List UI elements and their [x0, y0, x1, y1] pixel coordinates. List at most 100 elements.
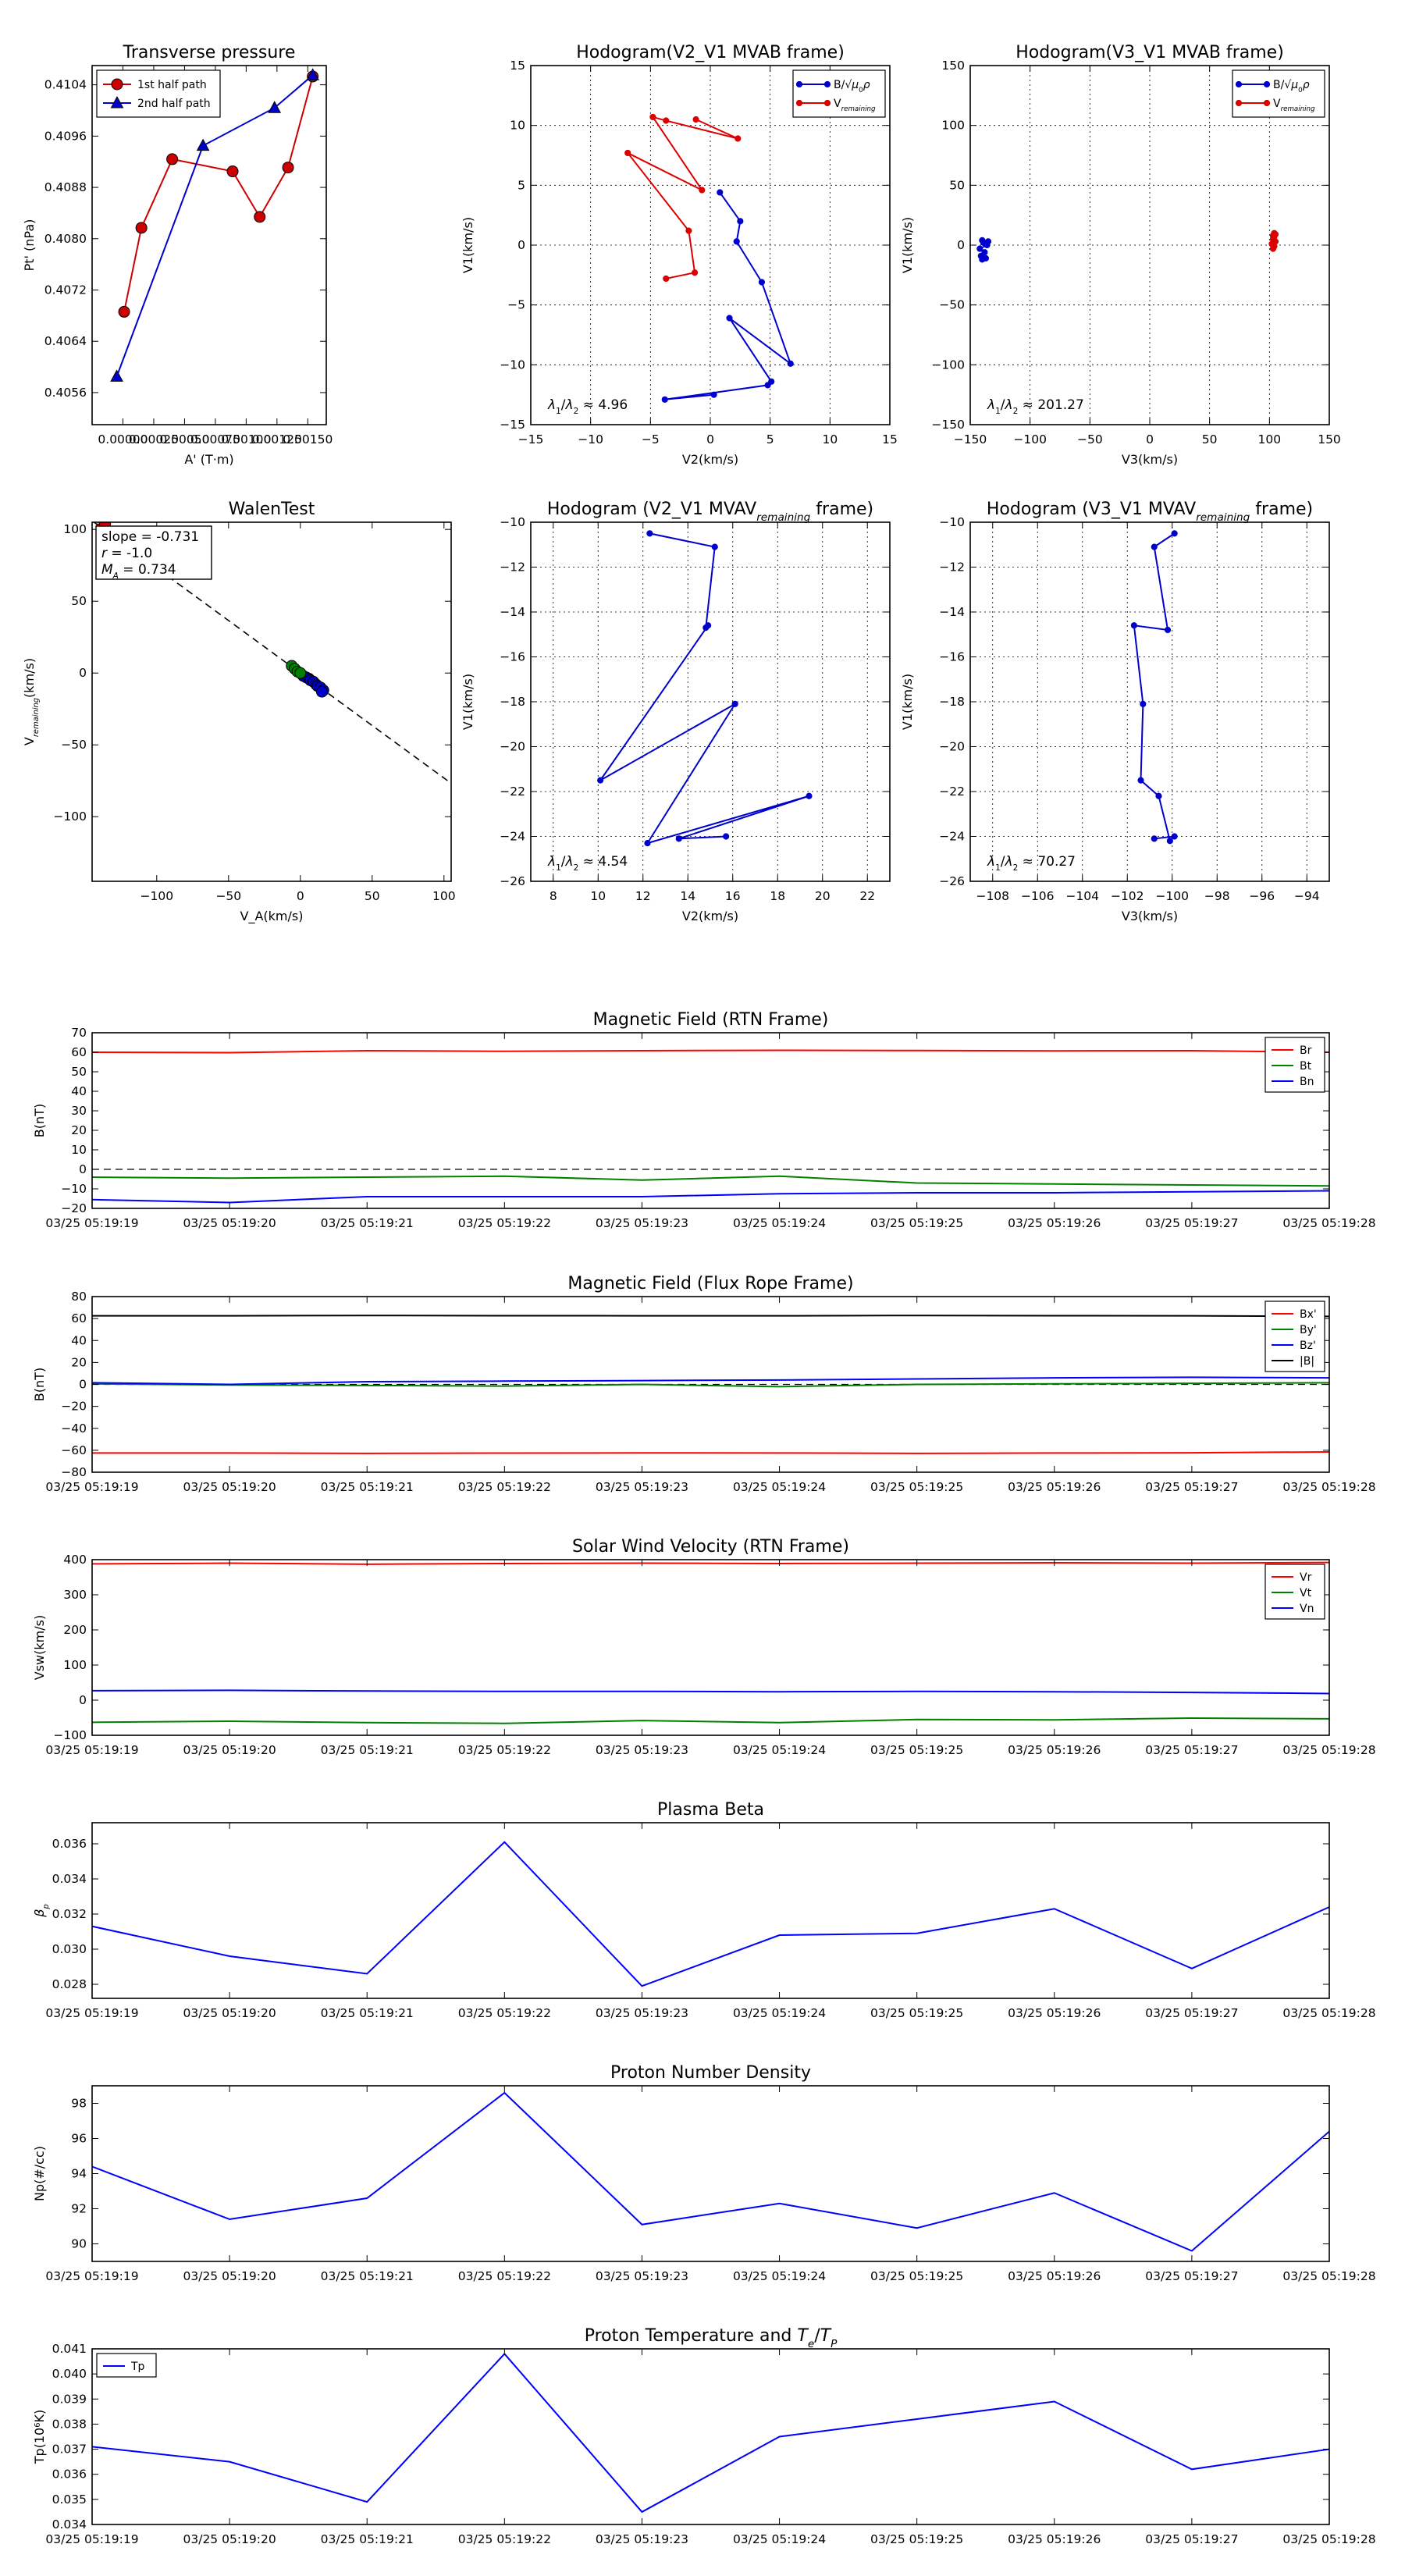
y-tick-label: −20	[61, 1201, 87, 1215]
data-point	[981, 249, 988, 256]
chart-title-part: T	[820, 2326, 832, 2346]
x-tick-label: 8	[550, 889, 557, 903]
time-tick-label: 03/25 05:19:19	[45, 2006, 138, 2020]
x-tick-label: −100	[140, 889, 174, 903]
y-tick-label: −10	[500, 515, 525, 529]
legend-entry: Tp	[130, 2361, 145, 2373]
y-tick-label: 40	[71, 1333, 87, 1347]
time-tick-label: 03/25 05:19:22	[458, 2532, 551, 2546]
time-tick-label: 03/25 05:19:19	[45, 1743, 138, 1757]
proton-number-density-frame	[91, 2085, 1330, 2262]
legend-entry: Bx'	[1300, 1308, 1317, 1321]
time-tick-label: 03/25 05:19:28	[1282, 1216, 1375, 1230]
chart-title-part: e	[808, 2338, 814, 2350]
y-tick-label: −60	[61, 1443, 87, 1457]
series-line-1	[627, 116, 738, 279]
time-tick-label: 03/25 05:19:22	[458, 1216, 551, 1230]
y-tick-label: 0.4056	[44, 386, 87, 400]
y-tick-label: −150	[931, 418, 965, 432]
time-tick-label: 03/25 05:19:20	[183, 2006, 276, 2020]
legend-entry-part: ρ	[1303, 79, 1310, 91]
y-tick-label: −22	[500, 785, 525, 799]
x-tick-label: 16	[725, 889, 741, 903]
data-point	[735, 135, 742, 142]
plasma-beta-frame	[91, 1822, 1330, 1999]
x-tick-label: 15	[882, 432, 898, 447]
y-tick-label: −10	[500, 358, 525, 372]
x-tick-label: −94	[1294, 889, 1320, 903]
y-tick-label: 30	[71, 1104, 87, 1118]
y-tick-label: 0.4064	[44, 334, 87, 348]
walen-test-frame	[91, 521, 452, 882]
time-tick-label: 03/25 05:19:23	[596, 2269, 688, 2283]
x-tick-label: 20	[815, 889, 831, 903]
eigen-ratio-label-part: λ	[565, 397, 574, 413]
x-tick-label: −108	[976, 889, 1009, 903]
y-tick-label: −20	[939, 740, 965, 754]
x-tick-label: −150	[954, 432, 987, 447]
data-point	[268, 101, 282, 113]
eigen-ratio-label-part: ≈	[578, 854, 598, 870]
hodogram-v3-v1-mvav-chart: −108 −106 −104 −102 −100 −98 −96 −94−26−24−22−2…	[900, 500, 1330, 923]
y-tick-label: 70	[71, 1026, 87, 1040]
eigen-ratio-value: 201.27	[1037, 397, 1083, 413]
eigen-ratio-label-part: λ	[547, 854, 556, 870]
time-tick-label: 03/25 05:19:24	[733, 2269, 826, 2283]
transverse-pressure-frame	[91, 65, 327, 425]
data-point	[315, 685, 328, 698]
legend-entry-part: μ	[851, 79, 859, 91]
x-axis-label: V3(km/s)	[1122, 909, 1178, 923]
hodogram-v3-v1-mvab-chart: −150 −100 −50 0 50 100 150 −150 −100 −50 0 50 100 150…	[900, 43, 1341, 467]
y-axis-label-part: Tp(10	[32, 2428, 47, 2465]
data-point	[1140, 700, 1147, 707]
eigen-ratio-label-part: /	[1001, 397, 1005, 413]
time-tick-label: 03/25 05:19:22	[458, 2006, 551, 2020]
y-tick-label: 0.4088	[44, 180, 87, 194]
legend-marker	[1263, 80, 1271, 88]
y-tick-label: −18	[939, 695, 965, 709]
y-tick-label: −16	[939, 650, 965, 664]
y-tick-label: −24	[500, 830, 525, 844]
data-point	[768, 378, 775, 385]
eigen-ratio-label-part: ≈	[1018, 397, 1037, 413]
time-tick-label: 03/25 05:19:25	[870, 2269, 963, 2283]
x-tick-label: −106	[1021, 889, 1055, 903]
x-tick-label: 0.00000	[98, 432, 148, 447]
chart-title: Magnetic Field (Flux Rope Frame)	[567, 1274, 853, 1293]
legend-entry: Vremaining	[834, 98, 876, 113]
x-tick-label: 0	[297, 889, 304, 903]
y-tick-label: 0	[79, 1378, 87, 1392]
time-tick-label: 03/25 05:19:22	[458, 2269, 551, 2283]
data-point	[624, 149, 631, 157]
x-tick-label: −10	[578, 432, 603, 447]
data-point	[1155, 792, 1162, 799]
data-point	[1137, 777, 1144, 784]
y-tick-label: 0	[957, 238, 965, 252]
time-tick-label: 03/25 05:19:27	[1145, 1480, 1238, 1494]
data-point	[737, 218, 744, 225]
data-point	[692, 116, 699, 123]
y-tick-label: 150	[941, 59, 965, 73]
y-tick-label: −16	[500, 650, 525, 664]
chart-title: Solar Wind Velocity (RTN Frame)	[572, 1537, 849, 1557]
y-tick-label: 200	[63, 1623, 87, 1637]
data-point	[806, 792, 813, 799]
stats-ma-part: M	[101, 562, 113, 578]
y-axis-label: V1(km/s)	[461, 674, 475, 730]
x-tick-label: −5	[642, 432, 660, 447]
chart-title: WalenTest	[229, 500, 315, 519]
legend-marker	[795, 99, 803, 107]
eigen-ratio-value: 70.27	[1037, 854, 1076, 870]
eigen-ratio-label-part: 1	[995, 863, 1001, 873]
time-tick-label: 03/25 05:19:26	[1008, 1480, 1101, 1494]
y-tick-label: 0.039	[52, 2392, 87, 2406]
y-axis-label-part: (km/s)	[22, 658, 37, 698]
data-point	[663, 275, 670, 283]
data-point	[685, 227, 692, 234]
eigen-ratio-label-part: 1	[556, 407, 561, 416]
y-tick-label: 0.028	[52, 1977, 87, 1991]
series-line-0	[91, 1561, 1330, 1565]
x-axis-label: V2(km/s)	[682, 452, 738, 467]
series-line-0	[91, 1049, 1330, 1054]
x-tick-label: −50	[215, 889, 241, 903]
